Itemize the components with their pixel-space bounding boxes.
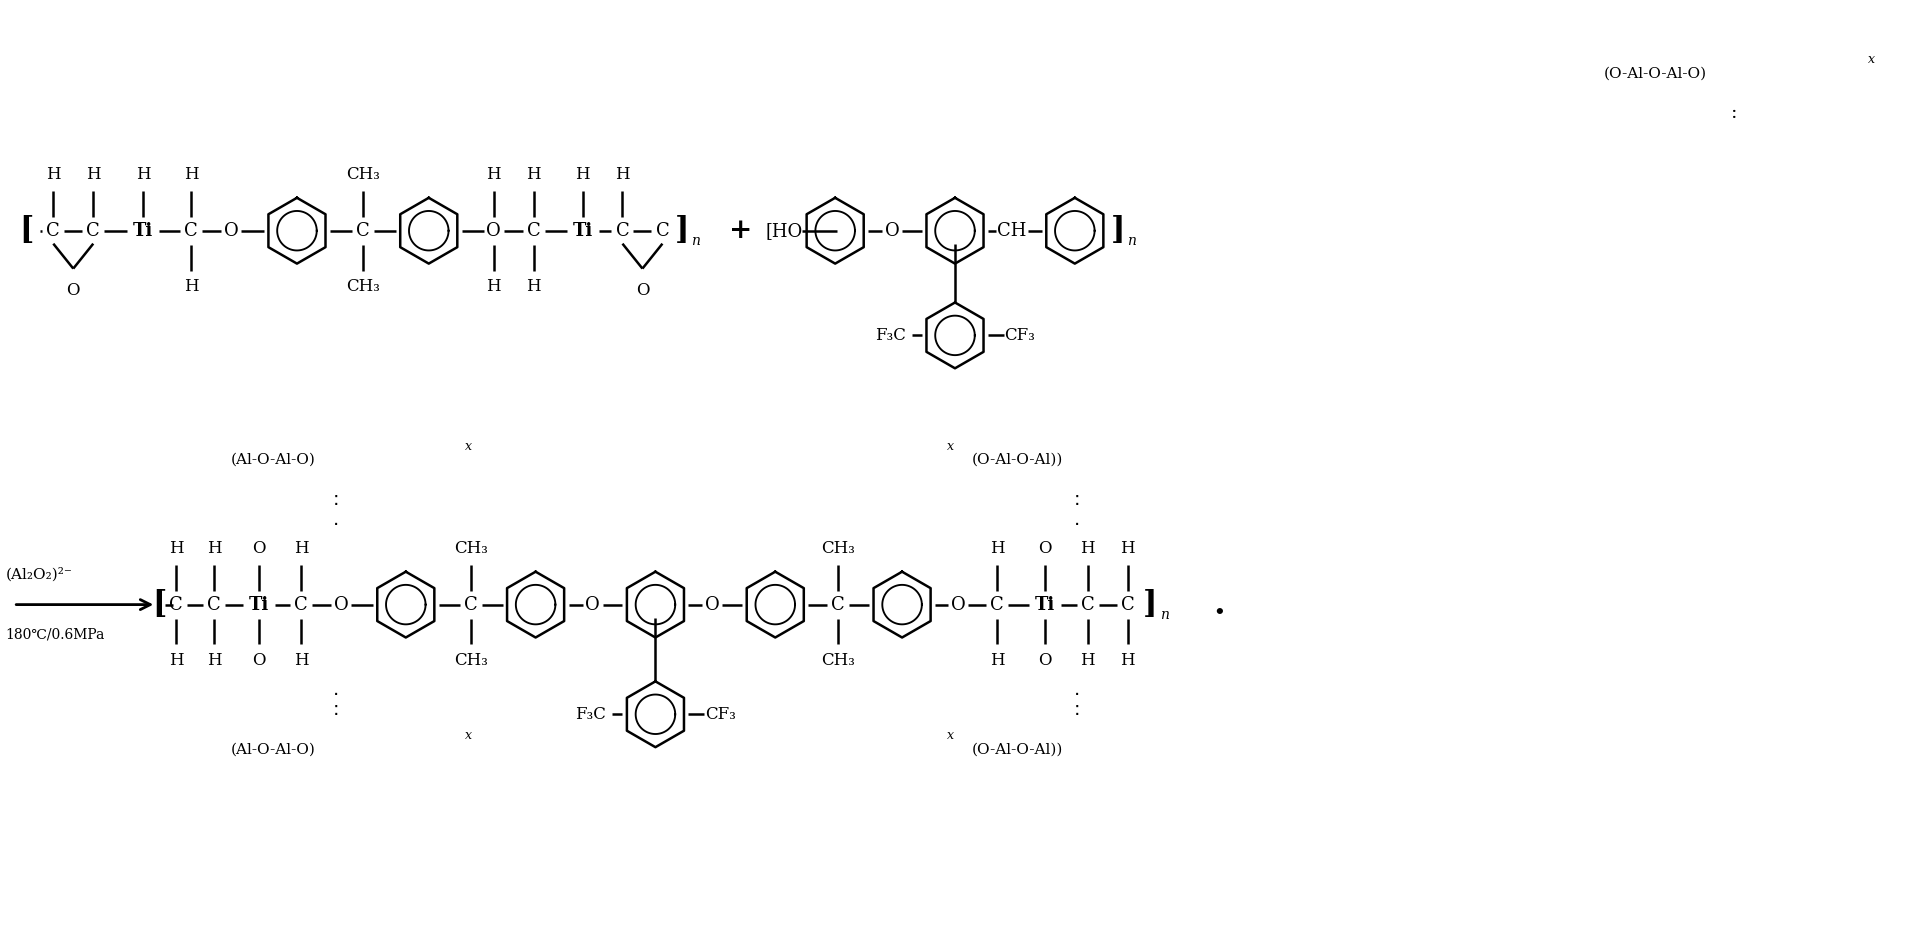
- Text: H: H: [486, 166, 501, 183]
- Text: O: O: [223, 222, 238, 240]
- Text: :: :: [1730, 104, 1735, 122]
- Text: O: O: [251, 652, 265, 669]
- Text: :: :: [333, 491, 339, 509]
- Text: ]: ]: [1111, 215, 1124, 246]
- Text: CH₃: CH₃: [453, 652, 488, 669]
- Text: (Al₂O₂)²⁻: (Al₂O₂)²⁻: [6, 568, 72, 582]
- Text: ]: ]: [674, 215, 690, 246]
- Text: x: x: [1867, 53, 1875, 66]
- Text: O: O: [1038, 540, 1052, 557]
- Text: CH₃: CH₃: [453, 540, 488, 557]
- Text: CH₃: CH₃: [821, 540, 855, 557]
- Text: C: C: [1120, 596, 1133, 614]
- Text: x: x: [947, 728, 952, 742]
- Text: O: O: [636, 282, 650, 299]
- Text: H: H: [526, 278, 541, 295]
- Text: H: H: [46, 166, 61, 183]
- Text: (Al-O-Al-O): (Al-O-Al-O): [231, 743, 316, 756]
- Text: H: H: [183, 278, 198, 295]
- Text: H: H: [526, 166, 541, 183]
- Text: H: H: [1080, 540, 1095, 557]
- Text: F₃C: F₃C: [575, 706, 606, 723]
- Text: C: C: [655, 222, 669, 240]
- Text: H: H: [293, 540, 309, 557]
- Text: 180℃/0.6MPa: 180℃/0.6MPa: [6, 628, 105, 641]
- Text: H: H: [1120, 540, 1135, 557]
- Text: [HO-: [HO-: [766, 222, 810, 240]
- Text: x: x: [465, 728, 472, 742]
- Text: Ti: Ti: [572, 222, 592, 240]
- Text: x: x: [465, 440, 472, 452]
- Text: C: C: [526, 222, 541, 240]
- Text: CH₃: CH₃: [821, 652, 855, 669]
- Text: C: C: [293, 596, 309, 614]
- Text: O: O: [585, 596, 600, 614]
- Text: .: .: [1073, 510, 1080, 529]
- Text: :: :: [333, 699, 339, 719]
- Text: C: C: [356, 222, 370, 240]
- Text: O: O: [884, 222, 899, 240]
- Text: O: O: [67, 282, 80, 299]
- Text: H: H: [615, 166, 629, 183]
- Text: Ti: Ti: [1034, 596, 1055, 614]
- Text: C: C: [170, 596, 183, 614]
- Text: O: O: [1038, 652, 1052, 669]
- Text: Ti: Ti: [133, 222, 152, 240]
- Text: H: H: [989, 540, 1004, 557]
- Text: (O-Al-O-Al-O): (O-Al-O-Al-O): [1604, 66, 1707, 80]
- Text: H: H: [183, 166, 198, 183]
- Text: C: C: [989, 596, 1004, 614]
- Text: O: O: [951, 596, 964, 614]
- Text: H: H: [170, 540, 183, 557]
- Text: H: H: [170, 652, 183, 669]
- Text: .: .: [333, 680, 339, 698]
- Text: n: n: [1126, 234, 1135, 247]
- Text: x: x: [947, 440, 952, 452]
- Text: C: C: [463, 596, 478, 614]
- Text: C: C: [208, 596, 221, 614]
- Text: ]: ]: [1141, 589, 1156, 620]
- Text: :: :: [1073, 491, 1080, 509]
- Text: CH₃: CH₃: [345, 278, 379, 295]
- Text: (O-Al-O-Al)): (O-Al-O-Al)): [972, 743, 1063, 756]
- Text: CH₃: CH₃: [345, 166, 379, 183]
- Text: [: [: [19, 215, 34, 246]
- Text: C: C: [615, 222, 629, 240]
- Text: H: H: [575, 166, 589, 183]
- Text: CH: CH: [996, 222, 1027, 240]
- Text: O: O: [486, 222, 501, 240]
- Text: [: [: [152, 589, 166, 620]
- Text: CF₃: CF₃: [1004, 327, 1034, 344]
- Text: H: H: [1120, 652, 1135, 669]
- Text: H: H: [206, 652, 221, 669]
- Text: n: n: [692, 234, 699, 247]
- Text: (Al-O-Al-O): (Al-O-Al-O): [231, 453, 316, 467]
- Text: C: C: [86, 222, 101, 240]
- Text: H: H: [86, 166, 101, 183]
- Text: Ti: Ti: [250, 596, 269, 614]
- Text: .: .: [1073, 680, 1080, 698]
- Text: H: H: [989, 652, 1004, 669]
- Text: :: :: [1073, 699, 1080, 719]
- Text: O: O: [705, 596, 720, 614]
- Text: H: H: [135, 166, 150, 183]
- Text: .: .: [1213, 588, 1225, 621]
- Text: n: n: [1160, 607, 1168, 621]
- Text: O: O: [333, 596, 349, 614]
- Text: C: C: [185, 222, 198, 240]
- Text: H: H: [1080, 652, 1095, 669]
- Text: C: C: [1080, 596, 1093, 614]
- Text: (O-Al-O-Al)): (O-Al-O-Al)): [972, 453, 1063, 467]
- Text: H: H: [293, 652, 309, 669]
- Text: H: H: [486, 278, 501, 295]
- Text: +: +: [728, 217, 752, 244]
- Text: C: C: [46, 222, 61, 240]
- Text: .: .: [333, 510, 339, 529]
- Text: CF₃: CF₃: [705, 706, 735, 723]
- Text: O: O: [251, 540, 265, 557]
- Text: F₃C: F₃C: [874, 327, 905, 344]
- Text: H: H: [206, 540, 221, 557]
- Text: C: C: [831, 596, 844, 614]
